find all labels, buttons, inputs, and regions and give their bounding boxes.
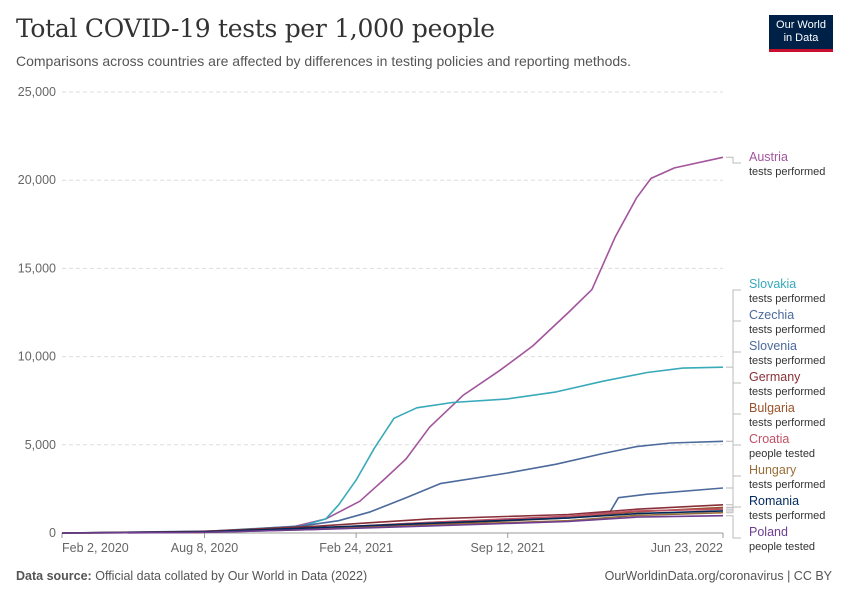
series-label-slovakia: Slovakia xyxy=(749,277,796,291)
x-tick-label: Feb 24, 2021 xyxy=(319,541,393,555)
series-line-czechia xyxy=(61,440,724,534)
series-sublabel: tests performed xyxy=(749,324,825,336)
data-source-text: Official data collated by Our World in D… xyxy=(95,569,368,583)
series-sublabel: tests performed xyxy=(749,510,825,522)
y-tick-label: 10,000 xyxy=(18,350,56,364)
x-tick-label: Aug 8, 2020 xyxy=(171,541,238,555)
label-connector xyxy=(726,506,741,512)
line-chart[interactable]: 0 5,000 10,000 15,000 20,000 25,000 Feb 2, 202… xyxy=(0,0,850,560)
label-connector xyxy=(726,475,741,514)
footer-link[interactable]: OurWorldinData.org/coronavirus | CC BY xyxy=(604,569,832,583)
series-line-slovakia xyxy=(61,366,724,534)
series-line-germany xyxy=(61,504,724,534)
chart-title: Total COVID-19 tests per 1,000 people xyxy=(16,14,495,43)
label-connector xyxy=(726,515,741,539)
data-source-label: Data source: xyxy=(16,569,92,583)
series-sublabel: people tested xyxy=(749,448,815,460)
series-sublabel: tests performed xyxy=(749,166,825,178)
series-line-poland xyxy=(61,514,724,534)
series-label-austria: Austria xyxy=(749,150,788,164)
series-label-hungary: Hungary xyxy=(749,463,797,477)
y-tick-label: 15,000 xyxy=(18,261,56,275)
data-source: Data source: Official data collated by O… xyxy=(16,569,367,583)
y-tick-label: 25,000 xyxy=(18,85,56,99)
series-label-poland: Poland xyxy=(749,525,788,539)
y-tick-label: 20,000 xyxy=(18,173,56,187)
series-label-czechia: Czechia xyxy=(749,308,794,322)
series-line-austria xyxy=(61,156,724,534)
x-tick-label: Feb 2, 2020 xyxy=(62,541,129,555)
logo-line-1: Our World xyxy=(776,19,826,31)
y-tick-label: 0 xyxy=(49,526,56,540)
series-label-slovenia: Slovenia xyxy=(749,339,797,353)
series-line-hungary xyxy=(61,511,724,534)
series-label-croatia: Croatia xyxy=(749,432,789,446)
series-sublabel: people tested xyxy=(749,541,815,553)
series-label-romania: Romania xyxy=(749,494,799,508)
series-label-germany: Germany xyxy=(749,370,801,384)
x-tick-label: Jun 23, 2022 xyxy=(651,541,723,555)
series-sublabel: tests performed xyxy=(749,417,825,429)
label-connector xyxy=(726,156,741,164)
series-sublabel: tests performed xyxy=(749,386,825,398)
x-tick-label: Sep 12, 2021 xyxy=(471,541,545,555)
series-sublabel: tests performed xyxy=(749,355,825,367)
logo-line-2: in Data xyxy=(783,32,819,44)
chart-subtitle: Comparisons across countries are affecte… xyxy=(16,53,632,69)
series-sublabel: tests performed xyxy=(749,479,825,491)
series-sublabel: tests performed xyxy=(749,293,825,305)
owid-logo[interactable]: Our World in Data xyxy=(769,15,833,52)
series-label-bulgaria: Bulgaria xyxy=(749,401,795,415)
y-tick-label: 5,000 xyxy=(25,438,56,452)
